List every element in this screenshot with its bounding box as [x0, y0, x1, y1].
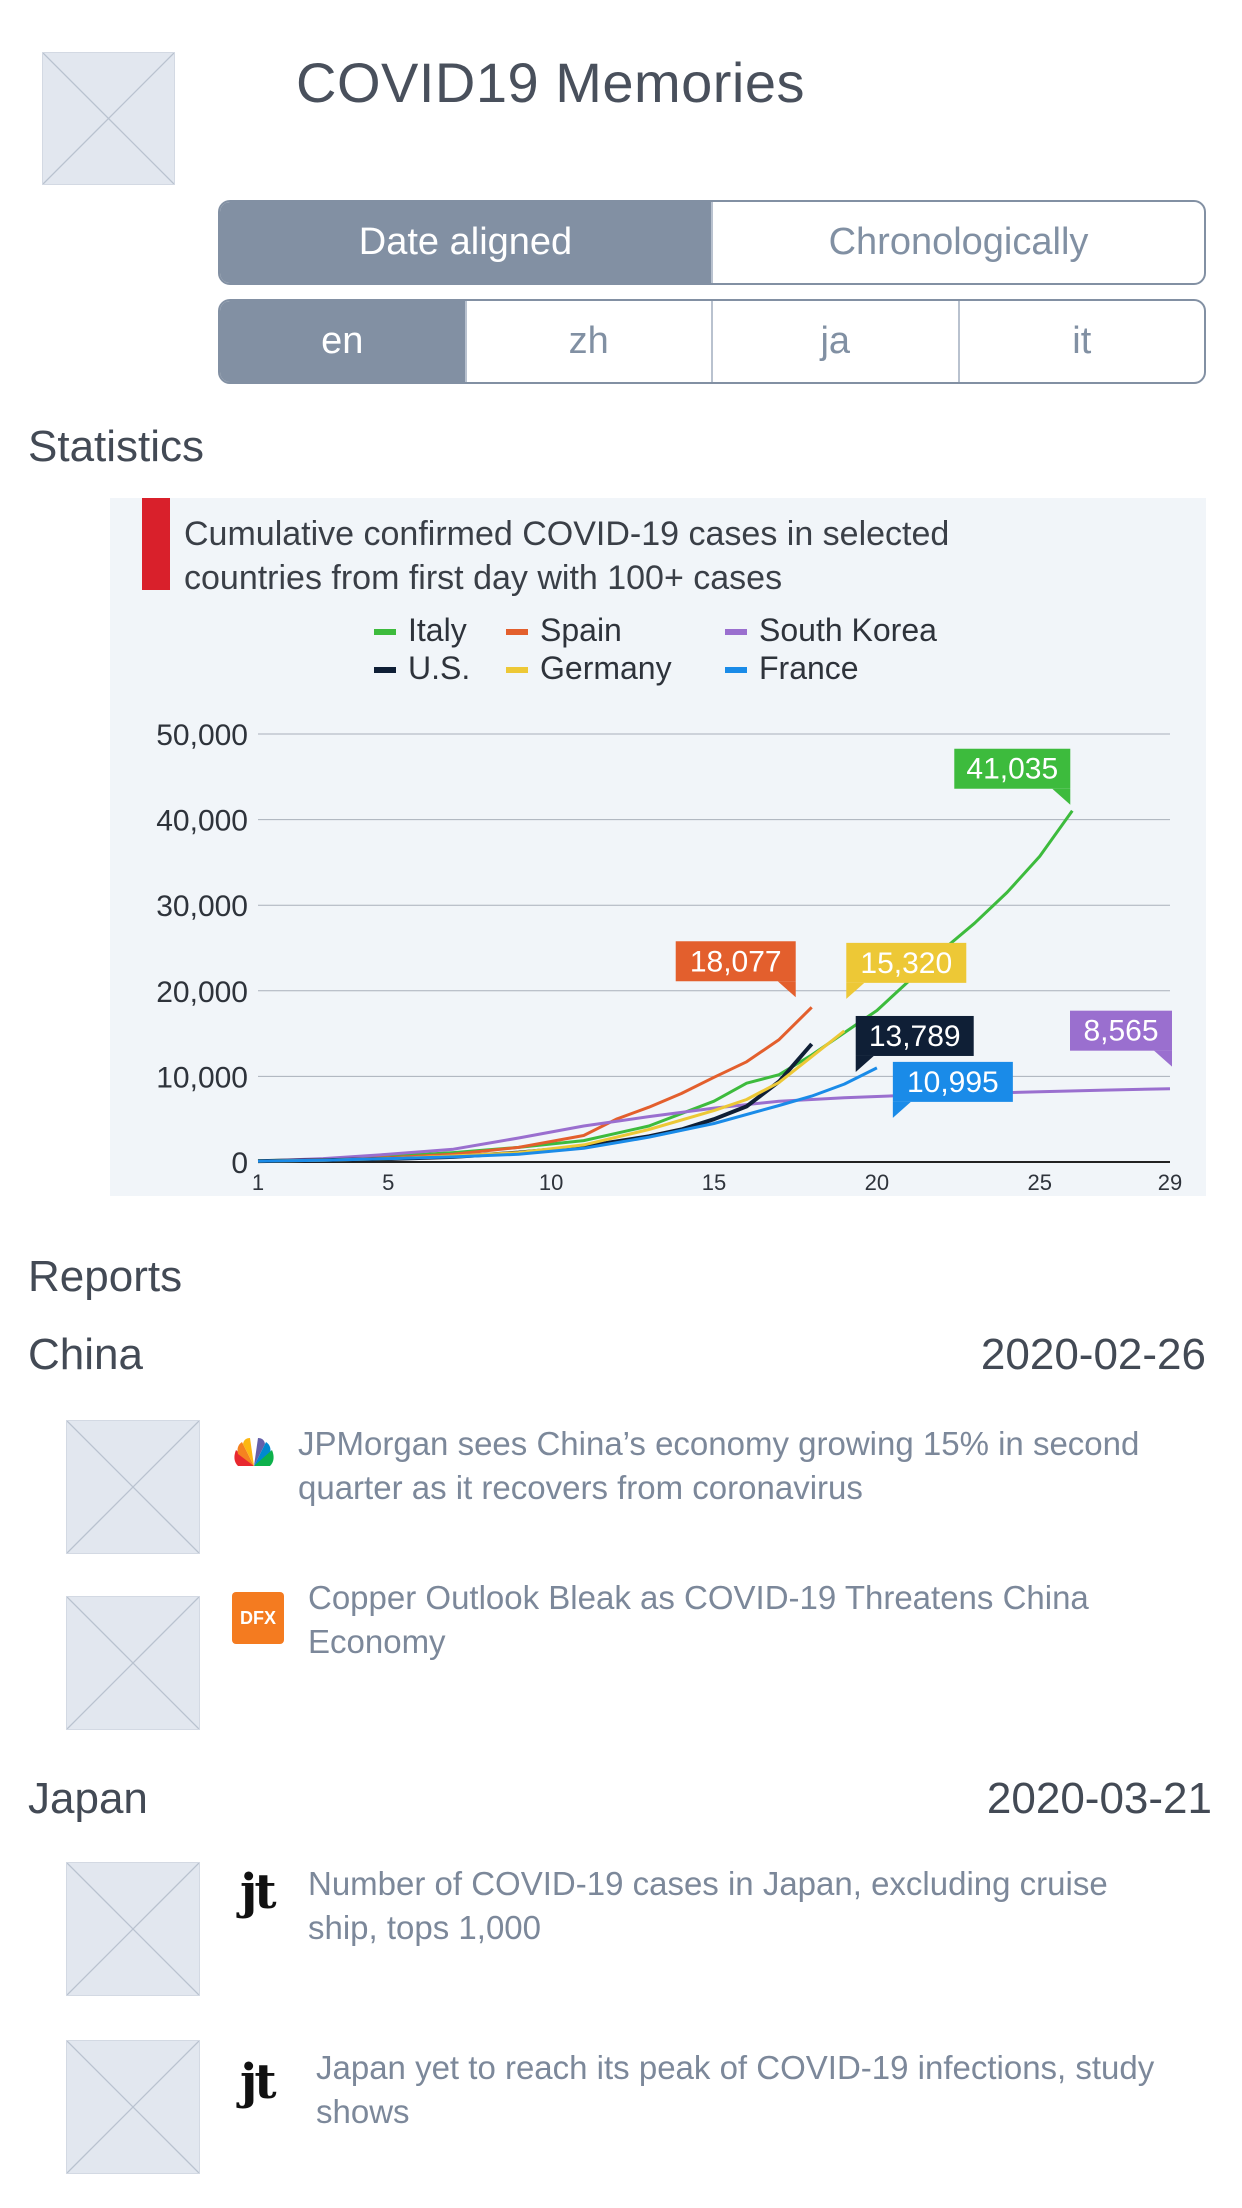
report-thumbnail [66, 1596, 200, 1730]
data-label: 18,077 [690, 945, 782, 978]
jt-logo-text: jt [240, 2054, 277, 2110]
data-label-box [954, 748, 1071, 789]
data-label-box [1070, 1010, 1172, 1051]
view-toggle: Date aligned Chronologically [218, 200, 1206, 285]
x-tick-label: 15 [702, 1170, 726, 1195]
cases-chart: Cumulative confirmed COVID-19 cases in s… [110, 498, 1206, 1196]
series-line [257, 1087, 1171, 1163]
data-label-box [675, 941, 796, 982]
report-headline[interactable]: Japan yet to reach its peak of COVID-19 … [316, 2049, 1155, 2130]
legend-label: Germany [540, 650, 672, 686]
reports-heading: Reports [28, 1252, 183, 1301]
legend-swatch [506, 667, 528, 673]
dfx-logo-text: DFX [240, 1608, 276, 1628]
legend-swatch [725, 667, 747, 673]
nbc-peacock-icon [226, 1430, 282, 1486]
legend-label: Italy [408, 612, 467, 648]
view-option-date-aligned[interactable]: Date aligned [220, 202, 711, 283]
legend-swatch [725, 629, 747, 635]
report-thumbnail [66, 2040, 200, 2174]
chart-title-line-1: Cumulative confirmed COVID-19 cases in s… [184, 515, 950, 553]
jt-logo-icon: jt [240, 1864, 296, 1920]
data-label-box [892, 1061, 1013, 1102]
x-tick-label: 10 [539, 1170, 563, 1195]
y-tick-label: 10,000 [156, 1061, 248, 1094]
y-tick-label: 50,000 [156, 719, 248, 752]
legend-label: Spain [540, 612, 622, 648]
data-label-tail [1052, 788, 1071, 805]
x-tick-label: 5 [382, 1170, 394, 1195]
data-label-tail [777, 981, 796, 998]
report-headline[interactable]: Number of COVID-19 cases in Japan, exclu… [308, 1865, 1108, 1946]
series-line [257, 809, 1074, 1163]
data-label-tail [892, 1101, 911, 1118]
chart-accent-bar [142, 498, 170, 590]
jt-logo-text: jt [240, 1864, 277, 1920]
language-option-ja[interactable]: ja [711, 301, 958, 382]
view-option-chronologically[interactable]: Chronologically [711, 202, 1204, 283]
legend-swatch [506, 629, 528, 635]
y-tick-label: 30,000 [156, 890, 248, 923]
x-tick-label: 1 [252, 1170, 264, 1195]
data-label: 8,565 [1083, 1015, 1158, 1048]
language-option-it[interactable]: it [957, 301, 1205, 382]
report-thumbnail [66, 1420, 200, 1554]
data-label-tail [1154, 1050, 1172, 1067]
y-tick-label: 20,000 [156, 976, 248, 1009]
report-date-japan: 2020-03-21 [986, 1774, 1212, 1823]
legend-swatch [374, 667, 396, 673]
data-label: 41,035 [966, 753, 1058, 786]
data-label-box [855, 1015, 974, 1056]
statistics-heading: Statistics [28, 422, 205, 471]
language-option-zh[interactable]: zh [464, 301, 712, 382]
dfx-logo-icon: DFX [232, 1592, 284, 1644]
chart-title: Cumulative confirmed COVID-19 cases in s… [184, 512, 1084, 600]
legend-swatch [374, 629, 396, 635]
app-logo-placeholder [42, 52, 175, 185]
legend-label: South Korea [759, 612, 937, 648]
legend-label: U.S. [408, 650, 470, 686]
report-date-china: 2020-02-26 [980, 1330, 1206, 1379]
series-line [257, 1006, 813, 1163]
report-headline[interactable]: Copper Outlook Bleak as COVID-19 Threate… [308, 1579, 1089, 1660]
x-tick-label: 29 [1158, 1170, 1182, 1195]
report-headline[interactable]: JPMorgan sees China’s economy growing 15… [298, 1425, 1140, 1506]
data-label-tail [846, 982, 865, 999]
x-tick-label: 20 [865, 1170, 889, 1195]
x-tick-label: 25 [1027, 1170, 1051, 1195]
data-label-box [846, 942, 967, 983]
report-thumbnail [66, 1862, 200, 1996]
data-label: 10,995 [907, 1066, 999, 1099]
language-option-en[interactable]: en [220, 301, 465, 382]
series-line [257, 1066, 878, 1163]
y-tick-label: 0 [231, 1147, 248, 1180]
report-country-japan: Japan [28, 1774, 148, 1823]
language-toggle: en zh ja it [218, 299, 1206, 384]
data-label-tail [855, 1055, 874, 1072]
data-label: 13,789 [869, 1020, 961, 1053]
app-title: COVID19 Memories [296, 51, 806, 114]
report-country-china: China [28, 1330, 143, 1379]
y-tick-label: 40,000 [156, 805, 248, 838]
data-label: 15,320 [860, 947, 952, 980]
chart-title-line-2: countries from first day with 100+ cases [184, 559, 783, 597]
legend-label: France [759, 650, 859, 686]
jt-logo-icon: jt [240, 2054, 296, 2110]
